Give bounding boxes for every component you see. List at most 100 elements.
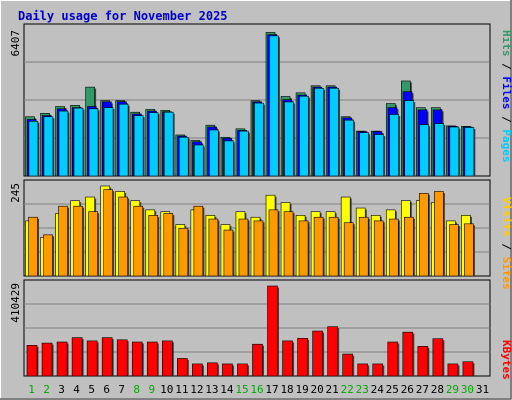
bar-pages-bar-28 — [434, 123, 445, 177]
bar-kbytes-bar-8 — [131, 341, 143, 377]
bar-kbytes-bar-13 — [207, 362, 218, 377]
panel-hits-legend: Hits / Files / Pages — [500, 30, 512, 163]
bar-kbytes-bar-5 — [86, 340, 98, 377]
bar-sites-bar-18 — [283, 211, 294, 277]
legend-hits: Pages — [500, 129, 512, 162]
bar-sites-bar-17 — [268, 209, 279, 277]
bar-sites-bar-1 — [28, 216, 38, 277]
x-tick-label-5: 5 — [88, 383, 95, 396]
bar-sites-bar-27 — [419, 193, 429, 277]
x-tick-label-14: 14 — [220, 383, 234, 396]
x-tick-label-19: 19 — [295, 383, 308, 396]
bar-kbytes-bar-29 — [447, 363, 459, 377]
bar-sites-bar-9 — [148, 215, 159, 277]
bar-kbytes-bar-22 — [342, 353, 353, 377]
bar-pages-bar-24 — [374, 134, 384, 177]
x-axis-labels: 1 2 3 4 5 6 7 8 9 10 11 12 13 14 15 16 17 18 19 20 21 22 23 24 2… — [28, 383, 489, 396]
bar-kbytes-bar-21 — [327, 326, 338, 377]
bar-sites-bar-21 — [328, 216, 339, 277]
bar-kbytes-bar-4 — [71, 337, 83, 377]
x-tick-label-17: 17 — [265, 383, 278, 396]
x-tick-label-28: 28 — [431, 383, 444, 396]
bar-kbytes-bar-25 — [387, 341, 399, 377]
panel-visits: 245 Visits / Sites — [9, 179, 512, 290]
x-tick-label-15: 15 — [235, 383, 248, 396]
bar-sites-bar-29 — [449, 224, 459, 277]
bar-kbytes-bar-17 — [267, 285, 278, 377]
bar-pages-bar-13 — [208, 129, 219, 177]
bar-kbytes-bar-24 — [372, 363, 384, 377]
bar-pages-bar-10 — [163, 111, 174, 177]
bar-kbytes-bar-18 — [282, 340, 293, 377]
bar-sites-bar-10 — [163, 213, 174, 277]
x-tick-label-20: 20 — [311, 383, 324, 396]
bar-pages-bar-21 — [329, 87, 339, 177]
bar-pages-bar-22 — [344, 119, 354, 177]
x-tick-label-25: 25 — [386, 383, 399, 396]
x-tick-label-22: 22 — [341, 383, 354, 396]
bar-sites-bar-24 — [373, 220, 384, 277]
bar-kbytes-bar-10 — [161, 340, 173, 377]
x-tick-label-3: 3 — [58, 383, 65, 396]
x-tick-label-31: 31 — [476, 383, 489, 396]
x-tick-label-7: 7 — [118, 383, 125, 396]
bar-sites-bar-23 — [358, 216, 369, 277]
bar-pages-bar-4 — [73, 107, 84, 177]
x-tick-label-9: 9 — [148, 383, 155, 396]
bar-sites-bar-15 — [238, 218, 249, 277]
bar-kbytes-bar-20 — [312, 330, 323, 377]
bar-pages-bar-7 — [118, 103, 129, 177]
bar-sites-bar-26 — [404, 216, 414, 277]
bar-pages-bar-29 — [449, 126, 460, 177]
bar-kbytes-bar-1 — [26, 345, 38, 377]
bar-kbytes-bar-27 — [417, 346, 429, 377]
bar-sites-bar-6 — [103, 189, 113, 277]
panel-kbytes-max-label: 410429 — [9, 283, 22, 323]
x-tick-label-12: 12 — [190, 383, 203, 396]
bar-sites-bar-28 — [434, 191, 444, 277]
x-tick-label-6: 6 — [103, 383, 110, 396]
bar-sites-bar-5 — [88, 211, 98, 277]
bar-sites-bar-16 — [253, 220, 264, 277]
x-tick-label-21: 21 — [326, 383, 339, 396]
bar-kbytes-bar-30 — [462, 361, 474, 377]
bar-sites-bar-2 — [43, 234, 53, 277]
bar-sites-bar-3 — [58, 205, 68, 277]
x-tick-label-8: 8 — [133, 383, 140, 396]
bar-sites-bar-14 — [223, 229, 234, 277]
panel-kbytes-legend: KBytes — [500, 340, 512, 380]
panel-visits-legend: Visits / Sites — [500, 197, 512, 290]
bar-sites-bar-7 — [118, 196, 128, 277]
legend-sites: Sites — [500, 257, 512, 290]
x-tick-label-11: 11 — [175, 383, 188, 396]
bar-sites-bar-30 — [464, 223, 474, 277]
x-tick-label-23: 23 — [356, 383, 369, 396]
bar-pages-bar-8 — [133, 115, 144, 177]
bar-pages-bar-2 — [43, 116, 54, 177]
bar-pages-bar-11 — [178, 136, 189, 177]
bar-pages-bar-30 — [464, 127, 475, 177]
bar-kbytes-bar-2 — [41, 342, 53, 377]
bar-sites-bar-4 — [73, 205, 83, 277]
panel-kbytes: 410429 KBytes — [9, 279, 512, 380]
bar-sites-bar-11 — [178, 227, 189, 277]
bar-pages-bar-25 — [389, 114, 399, 177]
x-tick-label-2: 2 — [43, 383, 50, 396]
bar-kbytes-bar-26 — [402, 331, 414, 377]
legend-visits: Visits — [500, 197, 512, 237]
bar-sites-bar-8 — [133, 205, 144, 277]
bar-pages-bar-17 — [269, 35, 279, 177]
bar-pages-bar-19 — [299, 95, 309, 177]
bar-kbytes-bar-9 — [146, 341, 158, 377]
bar-kbytes-bar-15 — [237, 363, 248, 377]
x-tick-label-10: 10 — [160, 383, 173, 396]
panel-hits: 6407 Hits / Files / Pages — [9, 23, 512, 177]
bar-pages-bar-18 — [284, 101, 294, 177]
bar-pages-bar-12 — [193, 144, 204, 177]
bar-sites-bar-22 — [343, 222, 354, 277]
bar-sites-bar-25 — [388, 218, 399, 277]
x-tick-label-30: 30 — [461, 383, 474, 396]
panel-visits-max-label: 245 — [9, 183, 22, 203]
legend-pages: Hits — [500, 30, 512, 57]
